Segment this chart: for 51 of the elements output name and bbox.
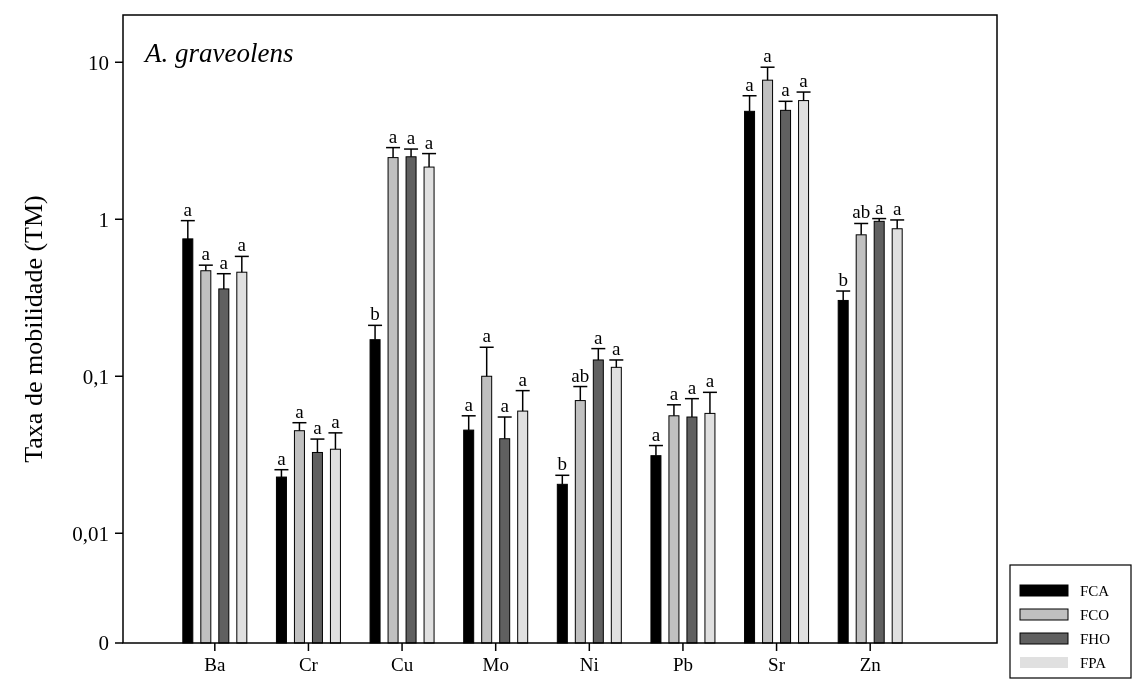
data-label: a [313,417,323,439]
data-label: a [745,73,755,95]
data-label: a [687,376,697,398]
data-label: a [183,198,193,220]
data-label: a [612,337,622,359]
x-tick-label: Sr [768,654,786,675]
data-label: a [406,127,416,149]
data-label: a [237,234,247,256]
data-label: b [557,453,568,475]
y-tick-label: 1 [98,207,109,232]
legend-label: FCA [1080,583,1110,600]
x-tick-label: Ni [579,654,599,675]
x-tick-label: Cu [390,654,414,675]
data-label: a [763,45,773,67]
y-tick-label: 0,01 [72,521,109,546]
data-label: a [500,395,510,417]
data-label: a [651,423,661,445]
data-label: a [874,196,884,218]
legend-label: FCO [1080,607,1110,624]
data-label: b [370,303,380,325]
data-label: a [424,131,434,153]
y-tick-label: 0 [98,631,109,656]
data-label: a [201,243,211,265]
data-label: a [482,325,492,347]
x-tick-label: Ba [204,654,226,675]
y-axis-title: Taxa de mobilidade (TM) [19,195,48,463]
data-label: a [277,447,287,469]
legend-label: FPA [1080,655,1107,672]
x-tick-label: Pb [672,654,693,675]
data-label: a [518,368,528,390]
legend-label: FHO [1080,631,1111,648]
data-label: a [295,400,305,422]
data-label: ab [571,364,590,386]
data-label: a [464,393,474,415]
data-label: a [669,382,679,404]
data-label: a [388,125,398,147]
data-label: ab [852,201,871,223]
data-label: a [219,251,229,273]
data-label: a [705,370,715,392]
data-label: a [594,326,604,348]
x-tick-label: Mo [482,654,509,675]
x-tick-label: Zn [859,654,882,675]
data-label: b [838,269,848,291]
data-label: a [892,197,902,219]
data-label: a [799,70,809,92]
y-tick-label: 0,1 [82,364,109,389]
data-label: a [781,79,791,101]
y-tick-label: 10 [88,50,109,75]
text: A. graveolens [143,38,294,68]
data-label: a [331,410,341,432]
x-tick-label: Cr [298,654,319,675]
